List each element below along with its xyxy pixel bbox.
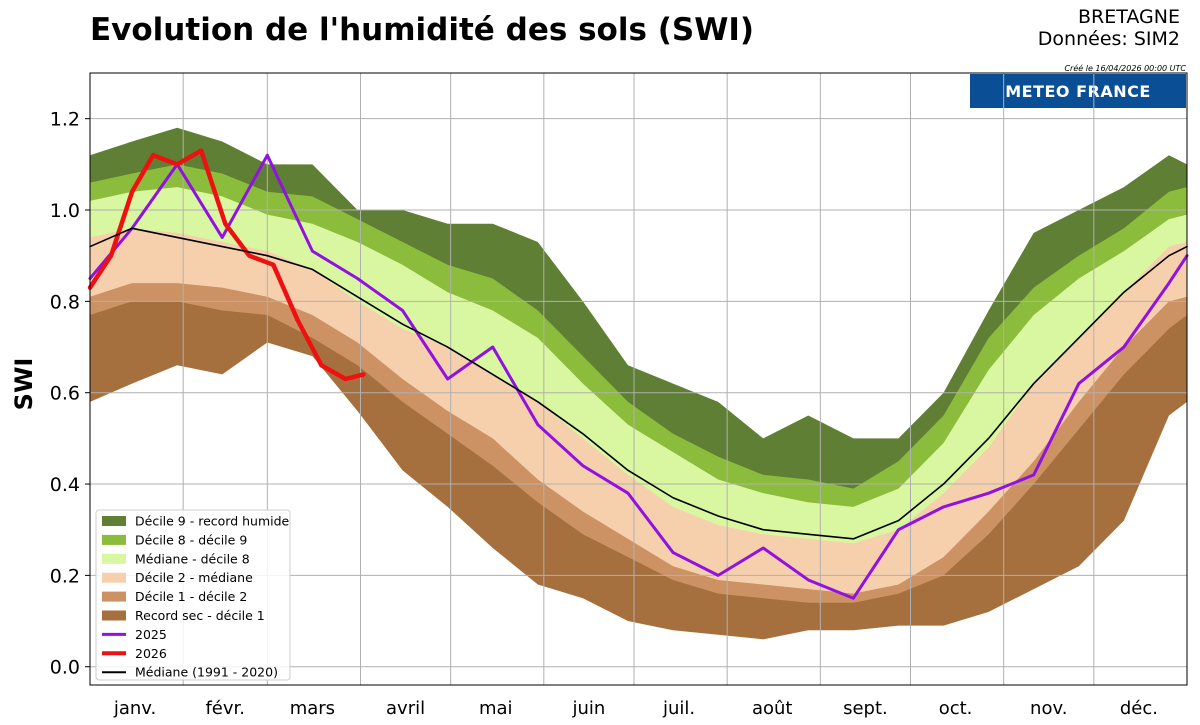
- y-tick-label-5: 1.0: [50, 200, 80, 222]
- legend-swatch-5: [102, 610, 126, 621]
- y-tick-label-0: 0.0: [50, 657, 80, 679]
- x-tick-label-6: juil.: [662, 698, 695, 719]
- x-tick-label-8: sept.: [843, 698, 888, 719]
- x-tick-label-0: janv.: [113, 698, 156, 719]
- percentile-bands: [90, 127, 1187, 686]
- line-m-diane-1991-2020-: [89, 227, 1188, 540]
- legend-swatch-4: [102, 591, 126, 602]
- data-source: Données: SIM2: [1037, 28, 1180, 50]
- legend-label-1: Décile 8 - décile 9: [135, 532, 247, 547]
- legend-label-8: Médiane (1991 - 2020): [135, 665, 278, 680]
- legend-label-3: Décile 2 - médiane: [135, 570, 253, 585]
- y-tick-label-4: 0.8: [50, 291, 80, 313]
- legend-label-6: 2025: [135, 627, 167, 642]
- x-tick-label-5: juin: [571, 698, 605, 719]
- line-2026: [87, 148, 366, 382]
- x-tick-label-2: mars: [290, 698, 335, 719]
- plot-frame: [89, 72, 1188, 686]
- x-tick-label-7: août: [752, 698, 793, 719]
- region-source-label: BRETAGNE Données: SIM2: [1038, 6, 1180, 50]
- x-tick-label-11: déc.: [1120, 698, 1158, 719]
- record-dry-floor: [90, 342, 1187, 685]
- x-tick-label-1: févr.: [205, 698, 245, 719]
- legend: Décile 9 - record humide Décile 8 - décil…: [95, 509, 291, 681]
- legend-swatch-1: [102, 534, 126, 545]
- y-tick-label-1: 0.2: [50, 565, 80, 587]
- legend-label-7: 2026: [135, 646, 167, 661]
- x-axis-ticks: janv. févr. mars avril mai juin juil. août sept.…: [113, 698, 1158, 719]
- meteo-france-logo: METEO FRANCE: [970, 74, 1186, 108]
- y-axis-ticks: 0.0 0.2 0.4 0.6 0.8 1.0 1.2: [50, 109, 90, 679]
- y-tick-label-3: 0.6: [50, 383, 80, 405]
- y-tick-label-2: 0.4: [50, 474, 80, 496]
- created-timestamp: Créé le 16/04/2026 00:00 UTC: [1064, 64, 1186, 73]
- legend-swatch-0: [102, 516, 126, 526]
- y-axis-label: SWI: [10, 358, 38, 411]
- x-tick-label-10: nov.: [1030, 698, 1067, 719]
- legend-label-4: Décile 1 - décile 2: [135, 589, 247, 604]
- x-tick-label-3: avril: [386, 698, 425, 719]
- region-name: BRETAGNE: [1078, 6, 1180, 28]
- legend-swatch-3: [102, 572, 126, 583]
- legend-label-0: Décile 9 - record humide: [135, 514, 290, 529]
- legend-box: [95, 509, 291, 681]
- line-2025: [88, 153, 1189, 600]
- x-tick-label-9: oct.: [939, 698, 973, 719]
- x-tick-label-4: mai: [479, 698, 513, 719]
- legend-label-5: Record sec - décile 1: [135, 608, 265, 623]
- legend-label-2: Médiane - décile 8: [135, 551, 250, 566]
- series-lines: [87, 148, 1189, 600]
- chart-title: Evolution de l'humidité des sols (SWI): [90, 12, 755, 48]
- legend-swatch-2: [102, 553, 126, 564]
- y-tick-label-6: 1.2: [50, 109, 80, 131]
